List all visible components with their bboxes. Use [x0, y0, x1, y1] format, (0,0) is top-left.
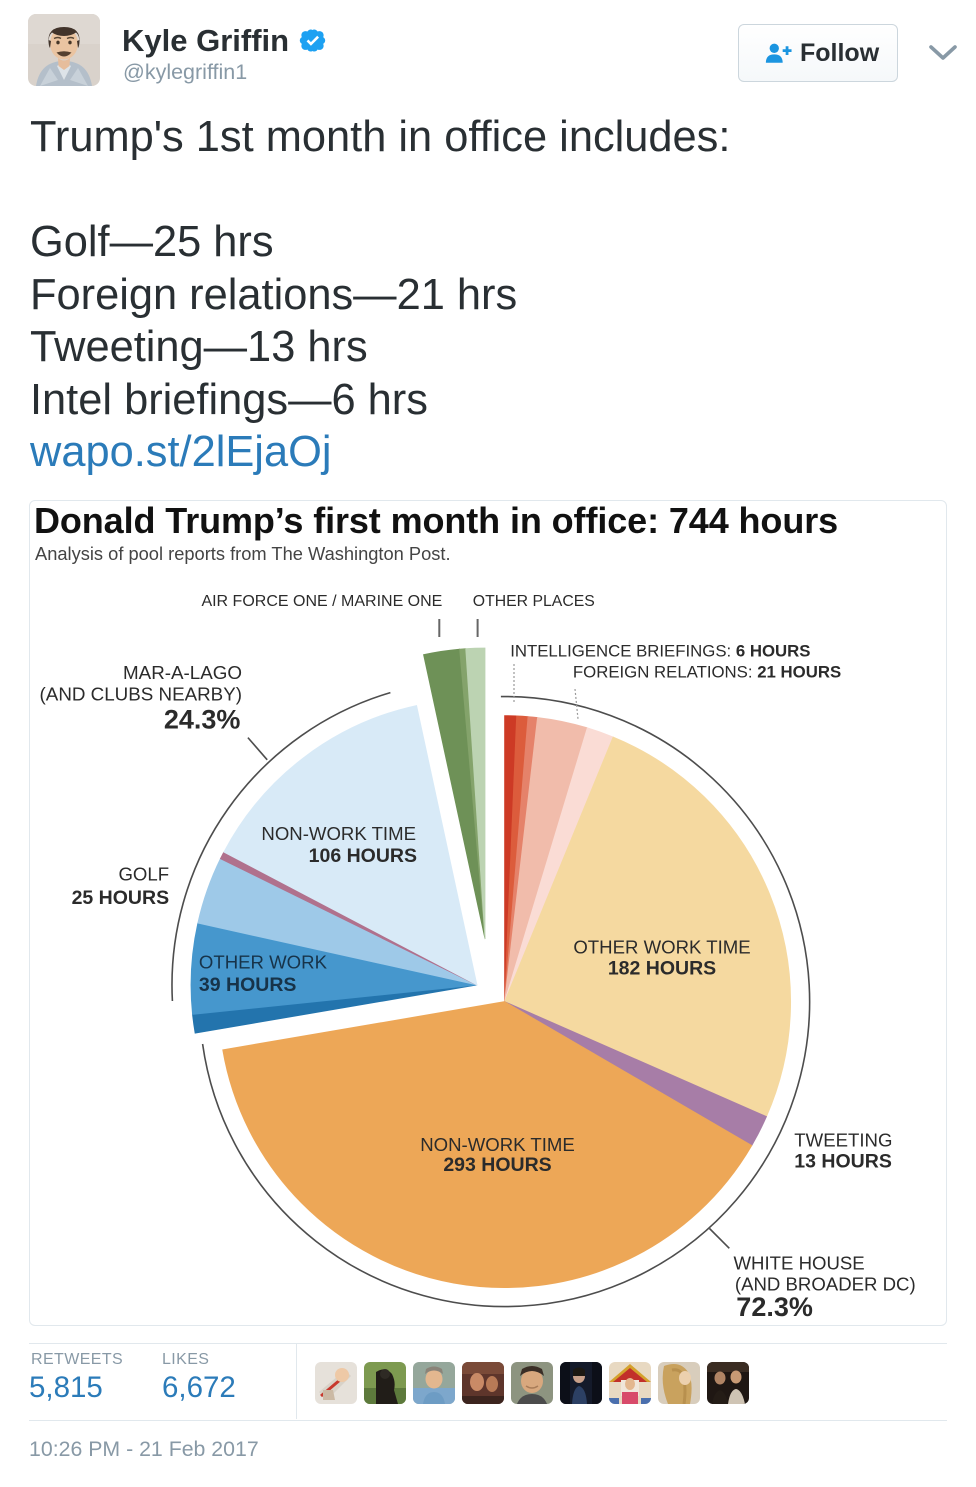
svg-text:MAR-A-LAGO: MAR-A-LAGO	[123, 662, 242, 683]
svg-text:72.3%: 72.3%	[736, 1292, 813, 1322]
svg-text:NON-WORK TIME: NON-WORK TIME	[420, 1134, 575, 1155]
svg-text:106 HOURS: 106 HOURS	[309, 845, 417, 867]
svg-text:39 HOURS: 39 HOURS	[199, 974, 297, 996]
svg-text:INTELLIGENCE BRIEFINGS: 6 HOUR: INTELLIGENCE BRIEFINGS: 6 HOURS	[510, 641, 810, 660]
svg-text:TWEETING: TWEETING	[794, 1129, 892, 1150]
svg-text:293 HOURS: 293 HOURS	[443, 1154, 551, 1176]
svg-text:FOREIGN RELATIONS: 21 HOURS: FOREIGN RELATIONS: 21 HOURS	[573, 662, 841, 681]
svg-text:OTHER WORK TIME: OTHER WORK TIME	[573, 937, 750, 958]
svg-text:(AND CLUBS NEARBY): (AND CLUBS NEARBY)	[40, 683, 242, 704]
svg-text:24.3%: 24.3%	[164, 705, 241, 735]
svg-text:NON-WORK TIME: NON-WORK TIME	[261, 823, 416, 844]
svg-text:13 HOURS: 13 HOURS	[794, 1151, 892, 1173]
svg-text:AIR FORCE ONE / MARINE ONE: AIR FORCE ONE / MARINE ONE	[201, 593, 442, 610]
svg-text:WHITE HOUSE: WHITE HOUSE	[734, 1253, 865, 1274]
svg-text:25 HOURS: 25 HOURS	[72, 887, 170, 909]
svg-text:OTHER WORK: OTHER WORK	[199, 952, 328, 973]
svg-text:182 HOURS: 182 HOURS	[608, 957, 716, 979]
svg-text:(AND BROADER DC): (AND BROADER DC)	[735, 1274, 916, 1295]
svg-text:OTHER PLACES: OTHER PLACES	[473, 593, 595, 610]
svg-text:GOLF: GOLF	[118, 864, 169, 885]
